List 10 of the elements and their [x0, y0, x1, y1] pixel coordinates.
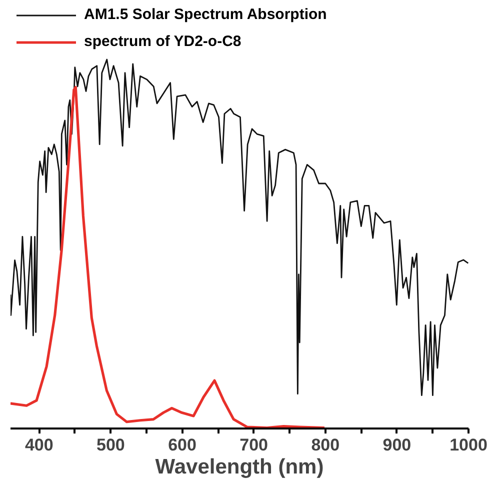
x-tick-label: 1000: [450, 436, 488, 454]
x-tick-label: 700: [240, 436, 268, 454]
x-tick-label: 600: [168, 436, 196, 454]
x-tick-label: 900: [382, 436, 412, 454]
legend-label: AM1.5 Solar Spectrum Absorption: [84, 6, 327, 23]
x-tick-label: 800: [311, 436, 340, 454]
x-axis-title: Wavelength (nm): [155, 456, 324, 478]
legend-label: spectrum of YD2-o-C8: [84, 33, 242, 50]
x-tick-label: 500: [96, 436, 125, 454]
x-tick-label: 400: [24, 436, 54, 454]
